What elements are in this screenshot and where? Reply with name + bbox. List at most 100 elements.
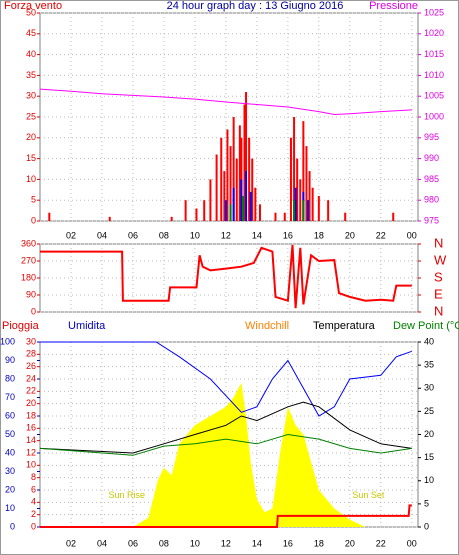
y-tick-label: 50 — [5, 429, 15, 439]
solar-area — [133, 382, 366, 527]
x-tick-label: 00 — [407, 538, 417, 548]
series-line — [40, 244, 412, 309]
y-tick-label: 1000 — [424, 111, 444, 121]
x-tick-label: 18 — [314, 230, 324, 240]
y-tick-label: 18 — [26, 410, 36, 420]
plot-area — [39, 12, 419, 222]
y-tick-label: 20 — [26, 132, 36, 142]
y-tick-label: 10 — [26, 460, 36, 470]
x-tick-label: 18 — [314, 538, 324, 548]
y-tick-label: 0 — [31, 306, 36, 316]
x-tick-label: 00 — [407, 230, 417, 240]
x-tick-label: 02 — [66, 230, 76, 240]
y-tick-label: 20 — [5, 484, 15, 494]
y-tick-label: 980 — [424, 195, 439, 205]
x-tick-label: 06 — [128, 538, 138, 548]
series-line — [39, 401, 412, 454]
x-tick-label: 10 — [190, 230, 200, 240]
x-tick-label: 22 — [376, 230, 386, 240]
x-tick-label: 12 — [221, 538, 231, 548]
y-tick-label: 60 — [5, 410, 15, 420]
y-tick-label: 0 — [31, 215, 36, 225]
y-tick-label: 80 — [5, 373, 15, 383]
y-tick-label: 12 — [26, 447, 36, 457]
y-tick-label: 90 — [26, 289, 36, 299]
x-tick-label: 08 — [159, 230, 169, 240]
y-tick-label: 985 — [424, 174, 439, 184]
x-tick-label: 14 — [252, 230, 262, 240]
y-tick-label: W — [434, 252, 447, 267]
x-tick-label: 04 — [97, 538, 107, 548]
y-tick-label: 0 — [10, 521, 15, 531]
y-tick-label: 990 — [424, 153, 439, 163]
y-tick-label: N — [434, 303, 443, 318]
y-tick-label: 35 — [424, 360, 434, 370]
y-tick-label: 1025 — [424, 7, 444, 17]
y-tick-label: 6 — [31, 484, 36, 494]
y-tick-label: 16 — [26, 423, 36, 433]
x-tick-label: 16 — [283, 538, 293, 548]
y-tick-label: 25 — [26, 111, 36, 121]
y-tick-label: 5 — [424, 498, 429, 508]
x-tick-label: 08 — [159, 538, 169, 548]
y-tick-label: 35 — [26, 70, 36, 80]
y-tick-label: S — [434, 269, 443, 284]
y-tick-label: 90 — [5, 355, 15, 365]
y-tick-label: 15 — [424, 452, 434, 462]
y-tick-label: 45 — [26, 28, 36, 38]
chart-title: 24 hour graph day : 13 Giugno 2016 — [167, 0, 344, 12]
series-line — [40, 341, 412, 417]
y-tick-label: 270 — [21, 255, 36, 265]
x-tick-label: 20 — [345, 230, 355, 240]
y-tick-label: 995 — [424, 132, 439, 142]
y-tick-label: 10 — [424, 475, 434, 485]
annotation: Sun Rise — [108, 490, 145, 500]
series-line — [39, 88, 412, 116]
y-tick-label: 40 — [26, 49, 36, 59]
y-tick-label: 25 — [424, 406, 434, 416]
y-tick-label: 30 — [424, 383, 434, 393]
y-tick-label: 50 — [26, 7, 36, 17]
y-tick-label: 24 — [26, 373, 36, 383]
y-tick-label: 40 — [5, 447, 15, 457]
header-label: Windchill — [245, 320, 289, 332]
y-tick-label: 360 — [21, 238, 36, 248]
pressure-label: Pressione — [369, 0, 418, 12]
x-tick-label: 10 — [190, 538, 200, 548]
x-tick-label: 16 — [283, 230, 293, 240]
y-tick-label: 40 — [424, 336, 434, 346]
annotation: Sun Set — [352, 490, 385, 500]
y-tick-label: 0 — [31, 521, 36, 531]
rain-label: Pioggia — [2, 320, 40, 332]
y-tick-label: 8 — [31, 472, 36, 482]
y-tick-label: 100 — [0, 336, 15, 346]
y-tick-label: 10 — [5, 503, 15, 513]
y-tick-label: E — [434, 286, 443, 301]
x-tick-label: 12 — [221, 230, 231, 240]
y-tick-label: 0 — [424, 521, 429, 531]
series-line — [40, 504, 412, 528]
y-tick-label: 1020 — [424, 28, 444, 38]
y-tick-label: N — [434, 235, 443, 250]
x-tick-label: 06 — [128, 230, 138, 240]
x-tick-label: 14 — [252, 538, 262, 548]
y-tick-label: 30 — [26, 91, 36, 101]
x-tick-label: 20 — [345, 538, 355, 548]
y-tick-label: 70 — [5, 392, 15, 402]
y-tick-label: 30 — [26, 336, 36, 346]
series-line — [39, 433, 412, 456]
x-tick-label: 02 — [66, 538, 76, 548]
y-tick-label: 20 — [26, 398, 36, 408]
y-tick-label: 2 — [31, 509, 36, 519]
y-tick-label: 28 — [26, 349, 36, 359]
y-tick-label: 14 — [26, 435, 36, 445]
y-tick-label: 4 — [31, 497, 36, 507]
header-label: Dew Point (°C — [393, 320, 459, 332]
x-tick-label: 22 — [376, 538, 386, 548]
y-tick-label: 5 — [31, 195, 36, 205]
x-tick-label: 04 — [97, 230, 107, 240]
y-tick-label: 975 — [424, 215, 439, 225]
humidity-label: Umidita — [68, 320, 106, 332]
header-label: Temperatura — [313, 320, 376, 332]
